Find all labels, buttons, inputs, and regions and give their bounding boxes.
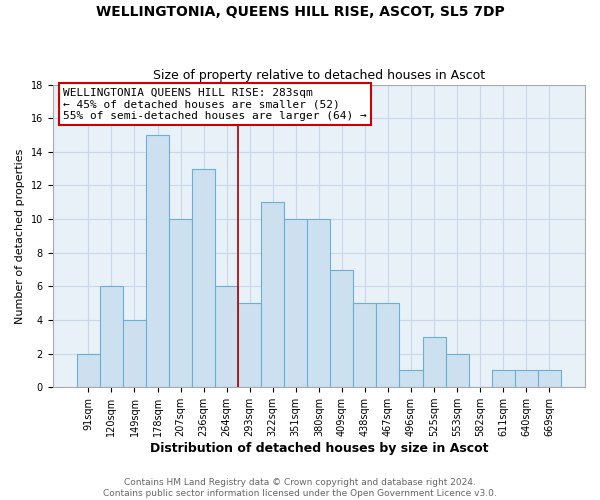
Bar: [192, 168, 215, 387]
Bar: [331, 270, 353, 387]
Y-axis label: Number of detached properties: Number of detached properties: [15, 148, 25, 324]
Bar: [146, 135, 169, 387]
Bar: [376, 303, 400, 387]
Text: WELLINGTONIA, QUEENS HILL RISE, ASCOT, SL5 7DP: WELLINGTONIA, QUEENS HILL RISE, ASCOT, S…: [95, 5, 505, 19]
Bar: [261, 202, 284, 387]
Bar: [538, 370, 561, 387]
X-axis label: Distribution of detached houses by size in Ascot: Distribution of detached houses by size …: [149, 442, 488, 455]
Title: Size of property relative to detached houses in Ascot: Size of property relative to detached ho…: [153, 69, 485, 82]
Bar: [446, 354, 469, 387]
Bar: [353, 303, 376, 387]
Bar: [238, 303, 261, 387]
Text: WELLINGTONIA QUEENS HILL RISE: 283sqm
← 45% of detached houses are smaller (52)
: WELLINGTONIA QUEENS HILL RISE: 283sqm ← …: [63, 88, 367, 121]
Bar: [400, 370, 422, 387]
Bar: [307, 219, 331, 387]
Bar: [77, 354, 100, 387]
Bar: [100, 286, 123, 387]
Bar: [422, 337, 446, 387]
Bar: [491, 370, 515, 387]
Text: Contains HM Land Registry data © Crown copyright and database right 2024.
Contai: Contains HM Land Registry data © Crown c…: [103, 478, 497, 498]
Bar: [169, 219, 192, 387]
Bar: [515, 370, 538, 387]
Bar: [123, 320, 146, 387]
Bar: [215, 286, 238, 387]
Bar: [284, 219, 307, 387]
